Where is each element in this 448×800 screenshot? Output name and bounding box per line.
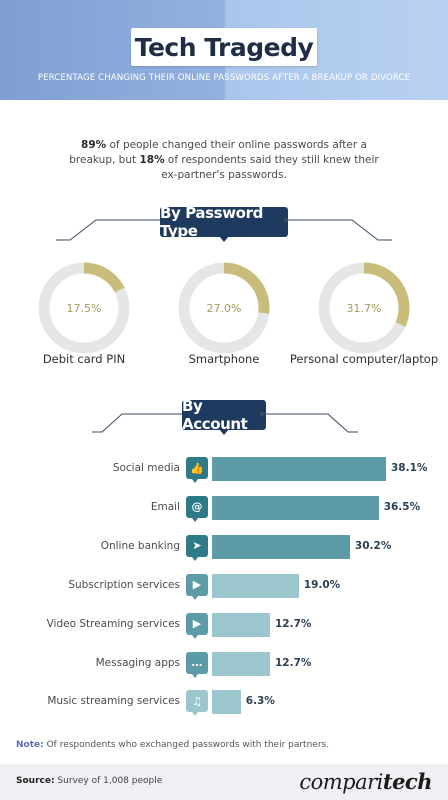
bar (212, 495, 379, 520)
donut-chart: 27.0% (174, 258, 274, 358)
section-title-password-type: By Password Type (160, 204, 263, 240)
bar-category-label: Social media (112, 462, 180, 474)
chat-bubble-icon: … (186, 651, 208, 678)
connector-left-account (92, 412, 190, 433)
donut-value-label: 27.0% (206, 301, 242, 315)
footnote: Note: Of respondents who exchanged passw… (16, 740, 329, 750)
bar-row: Messaging apps … 12.7% (0, 651, 448, 679)
intro-text-2: of respondents said they still knew thei… (161, 154, 379, 181)
footnote-text: Of respondents who exchanged passwords w… (43, 740, 330, 750)
section-pill-password-type: By Password Type (160, 204, 288, 242)
intro-text-1: of people changed their online passwords… (69, 139, 367, 166)
donut-chart: 31.7% (314, 258, 414, 358)
footer: Source: Survey of 1,008 people comparite… (0, 764, 448, 800)
bar-value-label: 38.1% (391, 462, 428, 474)
section-pill-account: By Account (182, 397, 266, 435)
at-sign-icon: @ (186, 495, 208, 522)
cursor-icon: ➤ (186, 534, 208, 561)
brand-logo: comparitech (299, 769, 432, 794)
bar (212, 573, 299, 598)
header-banner: Tech Tragedy PERCENTAGE CHANGING THEIR O… (0, 0, 448, 100)
intro-stat-knew: 18% (139, 154, 165, 166)
bar-row: Video Streaming services ▶ 12.7% (0, 612, 448, 640)
bar-category-label: Video Streaming services (46, 617, 180, 630)
source-label: Source: (16, 776, 55, 786)
donut-value-label: 17.5% (66, 301, 102, 315)
bar-category-label: Subscription services (68, 578, 180, 591)
play-icon: ▶ (186, 612, 208, 639)
music-note-icon: ♫ (186, 690, 208, 717)
section-title-account: By Account (182, 397, 248, 433)
donut-value-label: 31.7% (346, 301, 382, 315)
source-text: Source: Survey of 1,008 people (16, 776, 162, 786)
bar-row: Music streaming services ♫ 6.3% (0, 689, 448, 717)
bar-category-label: Email (150, 500, 180, 513)
donut-category-label: Personal computer/laptop (289, 352, 439, 366)
title-box: Tech Tragedy (131, 28, 317, 66)
bar-category-label: Online banking (100, 539, 180, 552)
bar (212, 690, 241, 715)
bar-row: Subscription services ▶ 19.0% (0, 573, 448, 601)
donut-slice (318, 262, 410, 354)
intro-stat-changed: 89% (81, 139, 107, 151)
donut-slice (178, 262, 270, 354)
bar-row: Email @36.5% (0, 495, 448, 523)
source-value: Survey of 1,008 people (54, 776, 163, 786)
subscription-play-icon: ▶ (186, 573, 208, 600)
donut-category-label: Smartphone (188, 352, 260, 366)
bar-value-label: 19.0% (303, 578, 341, 591)
page-subtitle: PERCENTAGE CHANGING THEIR ONLINE PASSWOR… (37, 73, 411, 83)
bar-value-label: 36.5% (383, 500, 421, 513)
bar-category-label: Music streaming services (47, 695, 180, 708)
bar-value-label: 6.3% (245, 695, 275, 708)
connector-right-account (260, 412, 358, 433)
connector-left-type (56, 218, 164, 241)
bar (212, 457, 386, 481)
bar (212, 651, 270, 676)
connector-right-type (284, 218, 392, 241)
bar-row: Online banking ➤ 30.2% (0, 534, 448, 562)
donut-category-label: Debit card PIN (42, 352, 126, 366)
bar-row: Social media 👍 38.1% (0, 456, 448, 484)
brand-logo-regular: compari (299, 770, 383, 794)
thumbs-up-icon: 👍 (186, 457, 208, 483)
page-title: Tech Tragedy (134, 32, 314, 62)
brand-logo-bold: tech (382, 769, 433, 794)
footnote-label: Note: (16, 740, 44, 750)
bar-value-label: 30.2% (354, 539, 392, 552)
bar (212, 534, 350, 559)
intro-text: 89% of people changed their online passw… (64, 138, 384, 183)
bar-value-label: 12.7% (275, 617, 312, 630)
donut-slice (38, 262, 130, 354)
bar (212, 612, 270, 637)
bar-value-label: 12.7% (275, 656, 312, 669)
donut-chart: 17.5% (34, 258, 134, 358)
bar-category-label: Messaging apps (95, 656, 180, 669)
